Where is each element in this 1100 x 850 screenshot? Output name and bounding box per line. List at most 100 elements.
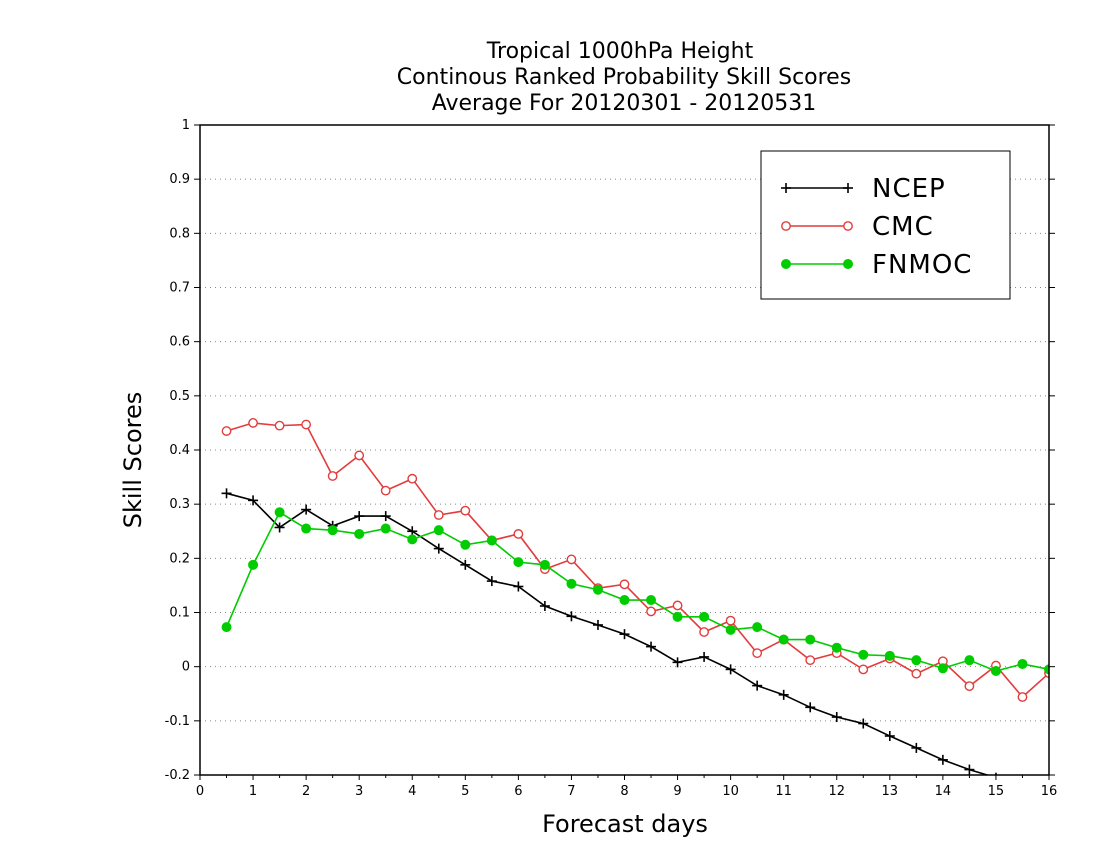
legend-box — [760, 150, 1011, 300]
y-tick-label: 0.2 — [169, 551, 190, 566]
x-tick-label: 12 — [828, 784, 845, 799]
point-fnmoc — [513, 557, 524, 568]
title-line-2: Continous Ranked Probability Skill Score… — [397, 65, 851, 90]
point-ncep — [380, 511, 391, 522]
point-ncep — [301, 504, 312, 515]
y-tick-label: 0.6 — [169, 335, 190, 350]
point-fnmoc — [964, 655, 975, 666]
y-tick-label: 0.3 — [169, 497, 190, 512]
point-fnmoc — [911, 655, 922, 666]
x-tick-label: 6 — [514, 784, 522, 799]
legend-marker — [781, 183, 791, 193]
y-tick-label: -0.1 — [165, 714, 190, 729]
point-ncep — [911, 742, 922, 753]
point-fnmoc — [778, 634, 789, 645]
x-tick-label: 15 — [988, 784, 1005, 799]
x-tick-label: 9 — [673, 784, 681, 799]
point-cmc — [858, 664, 869, 675]
point-cmc — [380, 485, 391, 496]
point-cmc — [433, 510, 444, 520]
title-line-3: Average For 20120301 - 20120531 — [432, 91, 817, 116]
point-cmc — [672, 600, 683, 611]
y-tick-label: 0.9 — [169, 172, 190, 187]
point-fnmoc — [699, 611, 710, 622]
point-fnmoc — [407, 534, 418, 545]
legend-label-fnmoc: FNMOC — [872, 250, 972, 280]
point-fnmoc — [858, 649, 869, 660]
point-fnmoc — [433, 525, 444, 536]
legend-marker — [843, 221, 853, 231]
series-ncep — [221, 488, 997, 775]
point-ncep — [433, 543, 444, 554]
y-tick-label: -0.2 — [165, 768, 190, 783]
point-ncep — [725, 664, 736, 675]
point-cmc — [699, 627, 709, 637]
point-fnmoc — [1017, 658, 1028, 669]
point-ncep — [248, 495, 259, 506]
point-ncep — [486, 576, 497, 587]
point-cmc — [221, 426, 232, 436]
series-line-fnmoc — [225, 511, 1049, 672]
point-ncep — [805, 702, 816, 713]
point-cmc — [327, 471, 338, 481]
series-line-ncep — [226, 492, 990, 775]
legend-marker — [781, 259, 791, 269]
x-tick-label: 0 — [196, 784, 204, 799]
point-fnmoc — [619, 595, 630, 606]
point-fnmoc — [831, 642, 842, 653]
x-tick-label: 13 — [882, 784, 899, 799]
point-cmc — [911, 668, 922, 679]
x-tick-label: 2 — [302, 784, 310, 799]
point-fnmoc — [646, 595, 657, 606]
point-fnmoc — [460, 539, 471, 550]
x-tick-label: 11 — [775, 784, 792, 799]
x-axis-title: Forecast days — [542, 810, 708, 838]
legend-label-ncep: NCEP — [872, 174, 946, 204]
point-cmc — [460, 505, 471, 516]
x-tick-label: 5 — [461, 784, 469, 799]
point-ncep — [778, 689, 789, 700]
y-tick-label: 0.8 — [169, 226, 190, 241]
point-cmc — [407, 473, 418, 484]
x-axis: 0 1 2 3 4 5 6 7 8 9 10 11 12 13 14 15 16 — [196, 775, 1057, 799]
y-tick-label: 0.4 — [169, 443, 190, 458]
point-fnmoc — [752, 622, 763, 633]
y-tick-label: 0.5 — [169, 389, 190, 404]
point-ncep — [354, 511, 365, 522]
point-cmc — [566, 554, 577, 565]
point-ncep — [460, 559, 471, 570]
point-ncep — [831, 712, 842, 723]
series-line-cmc — [226, 422, 1049, 699]
point-cmc — [964, 681, 975, 692]
point-ncep — [274, 522, 285, 533]
x-tick-label: 10 — [722, 784, 739, 799]
point-fnmoc — [990, 666, 1001, 676]
title-line-1: Tropical 1000hPa Height — [486, 39, 754, 64]
legend-item-ncep: NCEP — [781, 174, 946, 204]
point-fnmoc — [274, 507, 285, 518]
legend-item-fnmoc: FNMOC — [781, 250, 972, 280]
point-cmc — [274, 420, 285, 431]
point-ncep — [566, 611, 577, 622]
point-fnmoc — [592, 584, 603, 595]
point-fnmoc — [354, 528, 365, 539]
point-ncep — [699, 651, 710, 662]
point-fnmoc — [486, 535, 497, 546]
point-cmc — [646, 606, 656, 617]
x-tick-label: 3 — [355, 784, 363, 799]
point-ncep — [884, 731, 895, 741]
series-layer — [221, 418, 1049, 775]
point-fnmoc — [301, 523, 312, 534]
point-cmc — [1017, 692, 1028, 702]
point-ncep — [221, 488, 232, 499]
x-tick-label: 7 — [567, 784, 575, 799]
point-fnmoc — [805, 634, 816, 645]
point-ncep — [513, 581, 524, 592]
point-fnmoc — [539, 559, 550, 570]
point-fnmoc — [884, 650, 895, 661]
point-fnmoc — [725, 624, 736, 635]
point-fnmoc — [380, 523, 391, 534]
point-ncep — [858, 718, 869, 729]
x-tick-label: 8 — [620, 784, 628, 799]
